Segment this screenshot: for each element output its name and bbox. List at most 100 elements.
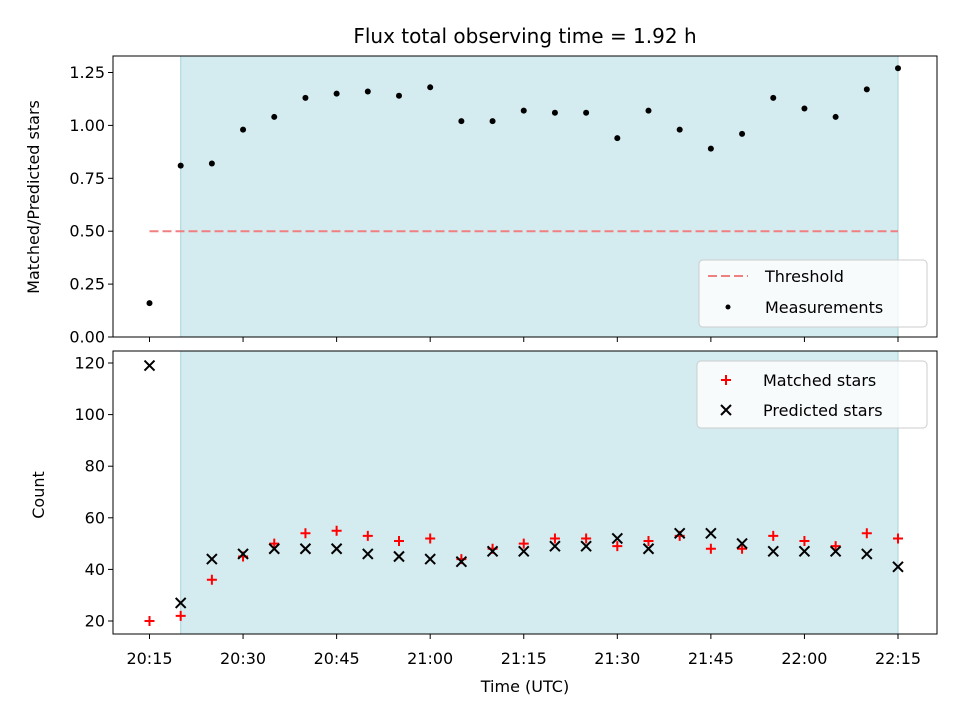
predicted-stars-point (299, 543, 312, 555)
predicted-stars-point (611, 532, 624, 545)
predicted-stars-point (486, 545, 499, 558)
measurement-point (614, 135, 621, 142)
bottom-y-tick-label: 40 (85, 560, 105, 579)
measurement-point (458, 118, 465, 125)
predicted-stars-point (736, 537, 748, 550)
measurement-point (551, 109, 558, 116)
predicted-stars-point (861, 548, 873, 560)
predicted-stars-point (829, 545, 842, 558)
top-y-tick-label: 0.00 (69, 328, 105, 347)
x-tick-label: 20:45 (314, 649, 360, 668)
predicted-stars-point (393, 550, 405, 563)
top-y-tick-label: 0.75 (69, 169, 105, 188)
x-tick-label: 21:15 (501, 649, 547, 668)
predicted-stars-point (424, 553, 436, 565)
chart-title: Flux total observing time = 1.92 h (353, 24, 696, 48)
matched-stars-point (331, 525, 342, 536)
predicted-stars-point (673, 527, 686, 539)
bottom-axes-frame (112, 350, 938, 635)
top-axes-frame (112, 55, 938, 338)
matched-stars-point (206, 574, 217, 585)
top-y-tick-label: 1.25 (69, 63, 105, 82)
bottom-y-tick-label: 100 (74, 405, 105, 424)
x-tick-label: 20:30 (220, 649, 266, 668)
top-y-tick-label: 0.50 (69, 222, 105, 241)
measurement-point (832, 113, 839, 120)
measurement-point (676, 126, 683, 133)
legend-predicted-stars-label: Predicted stars (763, 401, 883, 420)
bottom-y-tick-label: 20 (85, 612, 105, 631)
matched-stars-point (362, 530, 373, 541)
predicted-stars-point (580, 540, 592, 552)
x-tick-label: 22:15 (875, 649, 921, 668)
top-legend-box (698, 259, 928, 328)
predicted-stars-point (642, 543, 655, 555)
matched-stars-point (175, 610, 186, 621)
legend-matched-stars-swatch (721, 375, 731, 385)
matched-stars-point (581, 533, 592, 544)
x-tick-label: 21:00 (407, 649, 453, 668)
bottom-y-tick-label: 80 (85, 457, 105, 476)
measurement-point (396, 92, 402, 99)
predicted-stars-point (362, 548, 374, 560)
matched-stars-point (705, 543, 716, 554)
measurement-point (146, 300, 153, 307)
measurement-point (863, 86, 870, 93)
predicted-stars-point (549, 540, 561, 552)
predicted-stars-point (174, 597, 187, 609)
measurement-point (645, 107, 652, 114)
matched-stars-point (300, 528, 311, 539)
matched-stars-point (643, 536, 654, 547)
measurement-point (489, 118, 496, 125)
measurement-point (271, 113, 278, 120)
measurement-point (770, 94, 777, 101)
top-y-tick-label: 1.00 (69, 116, 105, 135)
matched-stars-point (425, 533, 436, 544)
bottom-y-axis-label: Count (29, 471, 48, 519)
measurement-point (208, 160, 215, 167)
legend-predicted-stars-swatch (720, 404, 732, 416)
x-tick-label: 21:30 (594, 649, 640, 668)
legend-measurements-label: Measurements (765, 298, 883, 317)
matched-stars-point (830, 541, 841, 552)
measurement-point (895, 65, 901, 72)
measurement-point (801, 105, 808, 112)
matched-stars-point (737, 543, 748, 554)
measurement-point (739, 130, 746, 137)
x-axis-label: Time (UTC) (480, 677, 569, 696)
legend-matched-stars-label: Matched stars (763, 371, 876, 390)
matched-stars-point (518, 538, 529, 549)
measurement-point (333, 90, 340, 97)
predicted-stars-point (330, 543, 343, 555)
matched-stars-point (861, 528, 872, 539)
predicted-stars-point (892, 561, 904, 573)
top-legend: Threshold Measurements (698, 259, 928, 328)
x-tick-label: 22:00 (781, 649, 827, 668)
measurement-point (583, 109, 590, 116)
bottom-legend: Matched stars Predicted stars (696, 360, 928, 429)
legend-threshold-label: Threshold (764, 267, 844, 286)
predicted-stars-point (206, 553, 218, 565)
measurement-point (240, 126, 247, 133)
measurement-point (520, 107, 527, 114)
measurement-point (427, 84, 434, 91)
top-panel: 0.00 0.25 0.50 0.75 1.00 1.25 Threshold Measure… (69, 55, 938, 347)
matched-stars-point (394, 536, 404, 547)
matched-stars-point (799, 536, 810, 547)
bottom-y-tick-label: 120 (74, 354, 105, 373)
bottom-panel: 20 40 60 80 100 120 20:15 20:30 20:45 21:00 21:15 2… (74, 350, 938, 668)
legend-measurements-swatch (725, 304, 731, 310)
predicted-stars-point (237, 548, 249, 560)
matched-stars-point (612, 541, 623, 552)
measurement-point (364, 88, 371, 95)
matched-stars-point (269, 538, 280, 549)
matched-stars-point (144, 616, 155, 626)
predicted-stars-point (268, 543, 280, 555)
measurement-point (302, 94, 309, 101)
predicted-stars-point (705, 527, 717, 539)
predicted-stars-point (455, 555, 468, 568)
predicted-stars-point (518, 545, 530, 558)
x-tick-label: 20:15 (126, 649, 172, 668)
matched-stars-point (893, 533, 903, 544)
